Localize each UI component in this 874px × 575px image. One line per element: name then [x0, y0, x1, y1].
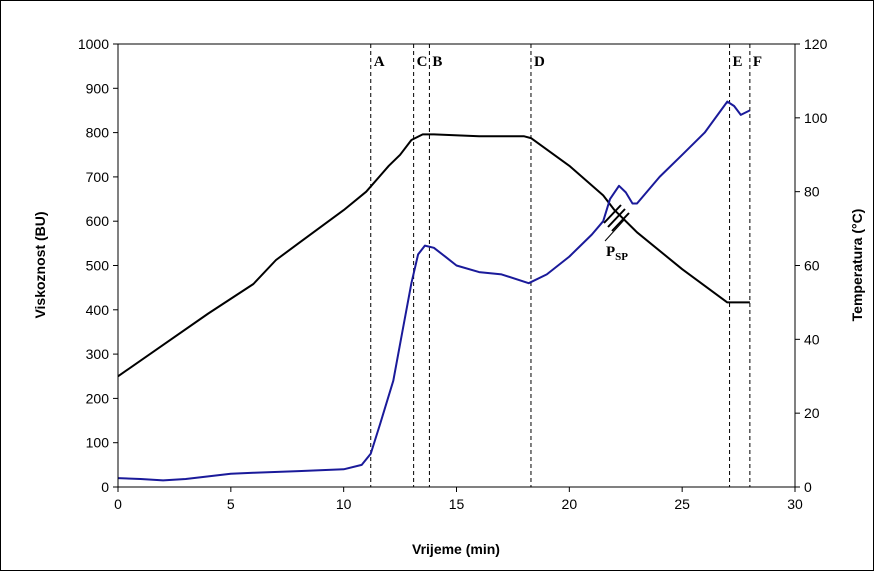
left-tick-label: 200 — [86, 390, 110, 406]
left-tick-label: 900 — [86, 80, 110, 96]
x-tick-label: 15 — [449, 496, 465, 512]
right-tick-label: 100 — [804, 110, 828, 126]
left-tick-label: 100 — [86, 435, 110, 451]
right-tick-label: 80 — [804, 184, 820, 200]
left-tick-label: 400 — [86, 302, 110, 318]
left-tick-label: 300 — [86, 346, 110, 362]
psp-hatch-3 — [611, 212, 630, 232]
psp-label-subscript: SP — [615, 251, 628, 263]
x-tick-label: 10 — [336, 496, 352, 512]
phase-label-e: E — [733, 54, 743, 70]
psp-leader-line — [604, 218, 626, 242]
psp-hatch-2 — [607, 208, 626, 228]
right-tick-label: 0 — [804, 479, 812, 495]
phase-label-b: B — [432, 54, 442, 70]
right-axis-ticks: 0 20 40 60 80 100 120 — [795, 36, 828, 495]
left-tick-label: 0 — [101, 479, 109, 495]
phase-label-c: C — [417, 54, 428, 70]
x-tick-label: 0 — [114, 496, 122, 512]
temperature-line — [117, 133, 750, 378]
left-tick-label: 800 — [86, 125, 110, 141]
plot-area — [117, 43, 796, 488]
x-tick-label: 25 — [674, 496, 690, 512]
x-tick-label: 20 — [562, 496, 578, 512]
left-tick-label: 700 — [86, 169, 110, 185]
psp-label-main: P — [606, 244, 615, 260]
phase-label-a: A — [374, 54, 385, 70]
right-tick-label: 40 — [804, 331, 820, 347]
right-tick-label: 20 — [804, 405, 820, 421]
psp-annotation: PSP — [603, 204, 630, 263]
x-axis-ticks: 0 5 10 15 20 25 30 — [114, 487, 803, 512]
psp-hatch-1 — [603, 204, 622, 224]
psp-label: PSP — [606, 244, 628, 263]
phase-label-d: D — [534, 54, 545, 70]
left-tick-label: 1000 — [78, 36, 109, 52]
right-axis-label: Temperatura (°C) — [849, 209, 865, 322]
x-tick-label: 30 — [787, 496, 803, 512]
right-tick-label: 120 — [804, 36, 828, 52]
right-tick-label: 60 — [804, 258, 820, 274]
left-tick-label: 500 — [86, 258, 110, 274]
left-tick-label: 600 — [86, 213, 110, 229]
left-axis-ticks: 0 100 200 300 400 500 600 700 800 900 1000 — [78, 36, 118, 495]
x-tick-label: 5 — [227, 496, 235, 512]
viscosity-line — [117, 100, 751, 482]
x-axis-label: Vrijeme (min) — [412, 541, 500, 557]
phase-label-f: F — [753, 54, 762, 70]
left-axis-label: Viskoznost (BU) — [32, 211, 48, 318]
series-group — [117, 100, 751, 482]
